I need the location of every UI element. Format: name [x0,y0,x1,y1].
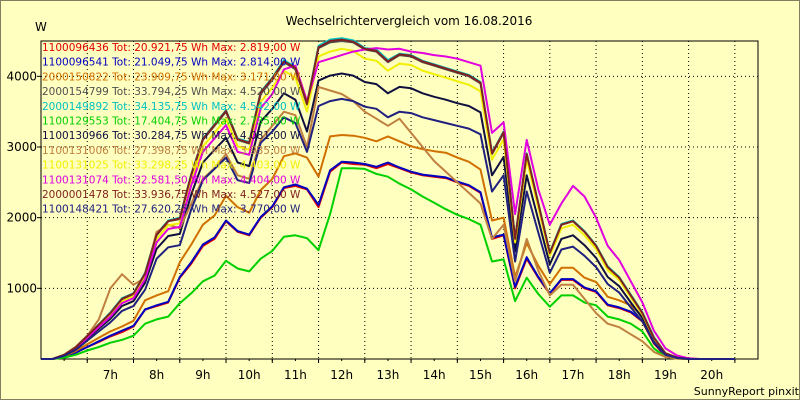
x-tick-label: 11h [284,368,307,382]
legend-entry-1100096541: 1100096541 Tot: 21.049,75 Wh Max: 2.814,… [42,57,301,69]
legend-entry-1100130966: 1100130966 Tot: 30.284,75 Wh Max: 4.081,… [42,130,301,142]
series-line-1100131025 [41,47,735,360]
series-line-1100130966 [41,72,735,360]
legend-entry-1100129553: 1100129553 Tot: 17.404,75 Wh Max: 2.735,… [42,116,301,128]
y-tick-label: 1000 [6,281,37,295]
y-tick-label: 2000 [6,211,37,225]
legend-entry-1100131074: 1100131074 Tot: 32.581,50 Wh Max: 4.404,… [42,174,301,186]
x-tick-label: 16h [515,368,538,382]
y-tick-label: 4000 [6,69,37,83]
legend-entry-1100131006: 1100131006 Tot: 27.398,75 Wh Max: 3.935,… [42,145,301,157]
series-line-1100129553 [41,167,735,360]
x-tick-label: 8h [149,368,164,382]
footer-credit: SunnyReport pinxit [694,385,799,398]
x-tick-label: 7h [103,368,118,382]
x-tick-label: 15h [469,368,492,382]
x-tick-label: 9h [195,368,210,382]
series-line-1100148421 [41,97,735,360]
x-tick-label: 17h [562,368,585,382]
series-line-1100096541 [41,160,735,360]
legend-entry-1100131025: 1100131025 Tot: 33.298,25 Wh Max: 4.403,… [42,160,301,172]
x-tick-label: 18h [608,368,631,382]
chart-title: Wechselrichtervergleich vom 16.08.2016 [286,14,533,28]
x-tick-label: 14h [423,368,446,382]
x-tick-label: 12h [330,368,353,382]
plot-area: 1000 2000 3000 4000 7h 8h 9h 10h 11h 12h 13h 14h 15h… [6,37,759,382]
x-tick-label: 10h [238,368,261,382]
legend-entry-2000149892: 2000149892 Tot: 34.135,75 Wh Max: 4.542,… [42,101,301,113]
y-tick-label: 3000 [6,140,37,154]
series-line-2000001478 [41,38,735,360]
x-tick-label: 13h [376,368,399,382]
legend-entry-2000001478: 2000001478 Tot: 33.936,75 Wh Max: 4.527,… [42,189,301,201]
series-line-1100131074 [41,47,735,360]
legend-entry-2000154799: 2000154799 Tot: 33.794,25 Wh Max: 4.520,… [42,86,301,98]
x-tick-label: 19h [654,368,677,382]
legend-entry-2000150822: 2000150822 Tot: 23.909,75 Wh Max: 3.171,… [42,71,301,83]
y-axis-unit: W [35,20,47,34]
series-line-1100131006 [41,85,735,360]
legend-entry-1100096436: 1100096436 Tot: 20.921,75 Wh Max: 2.819,… [42,42,301,54]
legend-entry-1100148421: 1100148421 Tot: 27.620,25 Wh Max: 3.770,… [42,204,301,216]
series-line-2000150822 [41,134,735,360]
x-tick-label: 20h [700,368,723,382]
